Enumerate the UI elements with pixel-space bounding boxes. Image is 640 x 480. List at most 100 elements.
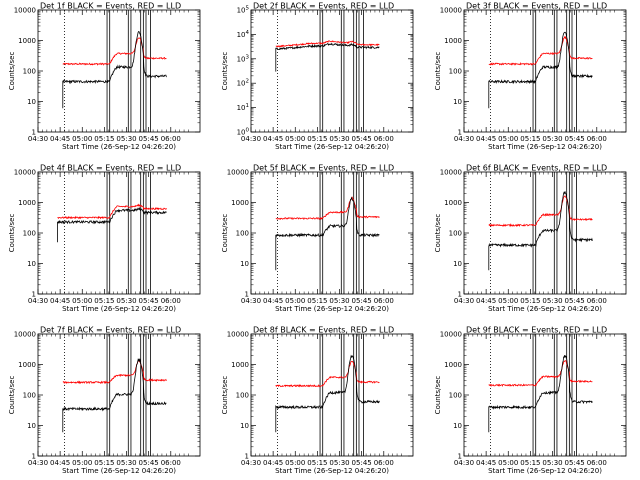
x-tick-label: 05:00: [72, 459, 92, 467]
x-tick-label: 05:00: [498, 297, 518, 305]
x-tick-label: 05:30: [116, 459, 136, 467]
x-tick-label: 04:30: [28, 135, 48, 143]
y-tick-label: 1000: [18, 199, 36, 207]
x-tick-label: 06:00: [374, 297, 394, 305]
y-tick-label: 10: [240, 260, 249, 268]
events-series-line: [275, 196, 380, 271]
y-axis-label: Counts/sec: [221, 214, 229, 253]
x-tick-label: 05:00: [285, 459, 305, 467]
y-axis-label: Counts/sec: [8, 376, 16, 415]
panel-title: Det 7f BLACK = Events, RED = LLD: [40, 326, 181, 335]
x-tick-label: 04:30: [454, 459, 474, 467]
x-tick-label: 05:30: [329, 297, 349, 305]
panel-title: Det 4f BLACK = Events, RED = LLD: [40, 164, 181, 173]
panel-3: Det 3f BLACK = Events, RED = LLD 1 10 100 10…: [434, 2, 627, 151]
x-tick-label: 05:00: [498, 135, 518, 143]
plot-frame: [463, 171, 627, 295]
y-tick-label: 1000: [444, 361, 462, 369]
y-tick-label: 10: [27, 98, 36, 106]
panel-4: Det 4f BLACK = Events, RED = LLD 1 10 100 10…: [8, 164, 201, 313]
y-tick-label: 105: [237, 6, 250, 15]
x-axis-label: Start Time (26-Sep-12 04:26:20): [62, 467, 176, 475]
x-tick-label: 06:00: [374, 135, 394, 143]
x-tick-label: 04:45: [476, 297, 496, 305]
y-tick-label: 1000: [444, 199, 462, 207]
lld-series-line: [275, 40, 380, 48]
x-axis-label: Start Time (26-Sep-12 04:26:20): [275, 305, 389, 313]
x-tick-label: 06:00: [374, 459, 394, 467]
y-axis-label: Counts/sec: [221, 376, 229, 415]
y-tick-label: 10: [453, 422, 462, 430]
x-tick-label: 05:15: [94, 459, 114, 467]
events-series-line: [62, 30, 167, 109]
x-tick-label: 05:15: [94, 297, 114, 305]
x-tick-label: 05:45: [139, 297, 159, 305]
x-tick-label: 04:45: [50, 135, 70, 143]
x-tick-label: 04:30: [241, 459, 261, 467]
panel-title: Det 8f BLACK = Events, RED = LLD: [253, 326, 394, 335]
x-tick-label: 05:45: [565, 459, 585, 467]
x-tick-label: 05:00: [72, 135, 92, 143]
y-tick-label: 101: [237, 103, 249, 112]
events-series-line: [488, 31, 593, 109]
x-tick-label: 06:00: [587, 297, 607, 305]
y-axis-label: Counts/sec: [434, 376, 442, 415]
x-tick-label: 06:00: [587, 135, 607, 143]
y-tick-label: 1: [458, 129, 462, 137]
y-tick-label: 100: [236, 392, 249, 400]
x-axis-label: Start Time (26-Sep-12 04:26:20): [62, 305, 176, 313]
x-tick-label: 04:45: [263, 297, 283, 305]
x-tick-label: 05:00: [498, 459, 518, 467]
events-series-line: [488, 355, 593, 433]
x-axis-label: Start Time (26-Sep-12 04:26:20): [275, 143, 389, 151]
y-tick-label: 10: [27, 422, 36, 430]
panel-9: Det 9f BLACK = Events, RED = LLD 1 10 100 10…: [434, 326, 627, 475]
events-series-line: [62, 358, 167, 433]
x-tick-label: 04:45: [263, 135, 283, 143]
panel-1: Det 1f BLACK = Events, RED = LLD 1 10 100 10…: [8, 2, 201, 151]
events-series-line: [57, 206, 167, 243]
lld-series-line: [488, 360, 593, 388]
x-tick-label: 05:30: [329, 135, 349, 143]
x-tick-label: 05:15: [520, 135, 540, 143]
x-tick-label: 04:30: [241, 297, 261, 305]
lld-series-line: [275, 196, 380, 221]
lld-series-line: [275, 360, 380, 388]
panel-6: Det 6f BLACK = Events, RED = LLD 1 10 100 10…: [434, 164, 627, 313]
y-axis-label: Counts/sec: [434, 52, 442, 91]
panel-5: Det 5f BLACK = Events, RED = LLD 1 10 100 10…: [221, 164, 414, 313]
panel-title: Det 6f BLACK = Events, RED = LLD: [466, 164, 607, 173]
x-tick-label: 05:30: [542, 135, 562, 143]
plot-frame: [37, 9, 201, 133]
x-tick-label: 04:30: [241, 135, 261, 143]
y-tick-label: 10: [240, 422, 249, 430]
y-tick-label: 100: [23, 392, 36, 400]
x-tick-label: 05:00: [285, 297, 305, 305]
panel-title: Det 2f BLACK = Events, RED = LLD: [253, 2, 394, 11]
x-tick-label: 04:45: [263, 459, 283, 467]
x-tick-label: 04:45: [476, 459, 496, 467]
x-tick-label: 04:45: [476, 135, 496, 143]
y-axis-label: Counts/sec: [8, 52, 16, 91]
x-tick-label: 05:15: [307, 135, 327, 143]
y-tick-label: 1000: [18, 361, 36, 369]
plot-frame: [37, 171, 201, 295]
panel-7: Det 7f BLACK = Events, RED = LLD 1 10 100 10…: [8, 326, 201, 475]
x-tick-label: 04:30: [454, 297, 474, 305]
x-tick-label: 06:00: [161, 459, 181, 467]
events-series-line: [488, 190, 593, 271]
x-tick-label: 05:15: [520, 297, 540, 305]
y-tick-label: 10000: [440, 7, 462, 15]
x-tick-label: 05:45: [139, 135, 159, 143]
plot-frame: [463, 333, 627, 457]
x-tick-label: 05:15: [94, 135, 114, 143]
events-series-line: [275, 42, 380, 72]
x-tick-label: 04:30: [454, 135, 474, 143]
panel-8: Det 8f BLACK = Events, RED = LLD 1 10 100 10…: [221, 326, 414, 475]
y-tick-label: 1: [32, 291, 36, 299]
x-tick-label: 06:00: [161, 297, 181, 305]
x-tick-label: 04:45: [50, 459, 70, 467]
x-axis-label: Start Time (26-Sep-12 04:26:20): [488, 305, 602, 313]
x-tick-label: 06:00: [587, 459, 607, 467]
x-tick-label: 05:00: [285, 135, 305, 143]
